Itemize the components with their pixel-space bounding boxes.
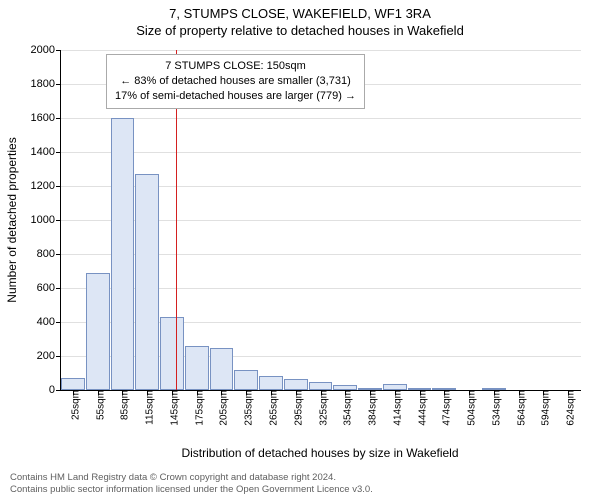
footer-line1: Contains HM Land Registry data © Crown c…: [10, 472, 373, 484]
y-tick-label: 600: [37, 282, 61, 294]
x-tick-label: 384sqm: [362, 390, 379, 426]
histogram-bar: [234, 370, 258, 390]
x-tick-label: 325sqm: [312, 390, 329, 426]
x-tick-label: 25sqm: [64, 390, 81, 420]
y-tick-label: 1200: [31, 180, 61, 192]
x-tick-label: 474sqm: [436, 390, 453, 426]
x-tick-label: 504sqm: [461, 390, 478, 426]
x-tick-label: 414sqm: [386, 390, 403, 426]
y-tick-label: 1000: [31, 214, 61, 226]
x-tick-label: 115sqm: [139, 390, 156, 425]
chart-container: 7, STUMPS CLOSE, WAKEFIELD, WF1 3RA Size…: [0, 0, 600, 500]
y-tick-label: 200: [37, 350, 61, 362]
histogram-bar: [284, 379, 308, 390]
x-tick-label: 354sqm: [337, 390, 354, 426]
y-tick-label: 0: [49, 384, 61, 396]
grid-line: [61, 152, 581, 153]
histogram-bar: [135, 174, 159, 390]
y-tick-label: 1600: [31, 112, 61, 124]
y-tick-label: 1400: [31, 146, 61, 158]
annotation-line2: ← 83% of detached houses are smaller (3,…: [115, 74, 356, 89]
x-tick-label: 564sqm: [510, 390, 527, 426]
x-tick-label: 205sqm: [213, 390, 230, 426]
x-tick-label: 295sqm: [287, 390, 304, 426]
x-tick-label: 534sqm: [485, 390, 502, 426]
y-axis-label: Number of detached properties: [5, 137, 19, 302]
x-tick-label: 175sqm: [188, 390, 205, 426]
x-tick-label: 235sqm: [238, 390, 255, 426]
annotation-box: 7 STUMPS CLOSE: 150sqm ← 83% of detached…: [106, 54, 365, 109]
histogram-bar: [111, 118, 135, 390]
y-tick-label: 400: [37, 316, 61, 328]
footer-line2: Contains public sector information licen…: [10, 484, 373, 496]
x-tick-label: 55sqm: [89, 390, 106, 420]
x-tick-label: 145sqm: [163, 390, 180, 426]
y-tick-label: 800: [37, 248, 61, 260]
x-tick-label: 265sqm: [262, 390, 279, 426]
annotation-line3: 17% of semi-detached houses are larger (…: [115, 89, 356, 104]
footer: Contains HM Land Registry data © Crown c…: [10, 472, 373, 496]
histogram-bar: [210, 348, 234, 391]
x-tick-label: 85sqm: [114, 390, 131, 420]
x-axis-label: Distribution of detached houses by size …: [181, 446, 458, 460]
page-subtitle: Size of property relative to detached ho…: [0, 21, 600, 38]
annotation-line1: 7 STUMPS CLOSE: 150sqm: [115, 59, 356, 74]
y-tick-label: 2000: [31, 44, 61, 56]
histogram-bar: [259, 376, 283, 390]
x-tick-label: 444sqm: [411, 390, 428, 426]
x-tick-label: 594sqm: [535, 390, 552, 426]
grid-line: [61, 118, 581, 119]
histogram-bar: [185, 346, 209, 390]
grid-line: [61, 50, 581, 51]
y-tick-label: 1800: [31, 78, 61, 90]
histogram-bar: [309, 382, 333, 390]
histogram-bar: [86, 273, 110, 390]
histogram-bar: [61, 378, 85, 390]
x-tick-label: 624sqm: [560, 390, 577, 426]
histogram-bar: [160, 317, 184, 390]
plot-area: 020040060080010001200140016001800200025s…: [60, 50, 581, 391]
page-title: 7, STUMPS CLOSE, WAKEFIELD, WF1 3RA: [0, 0, 600, 21]
